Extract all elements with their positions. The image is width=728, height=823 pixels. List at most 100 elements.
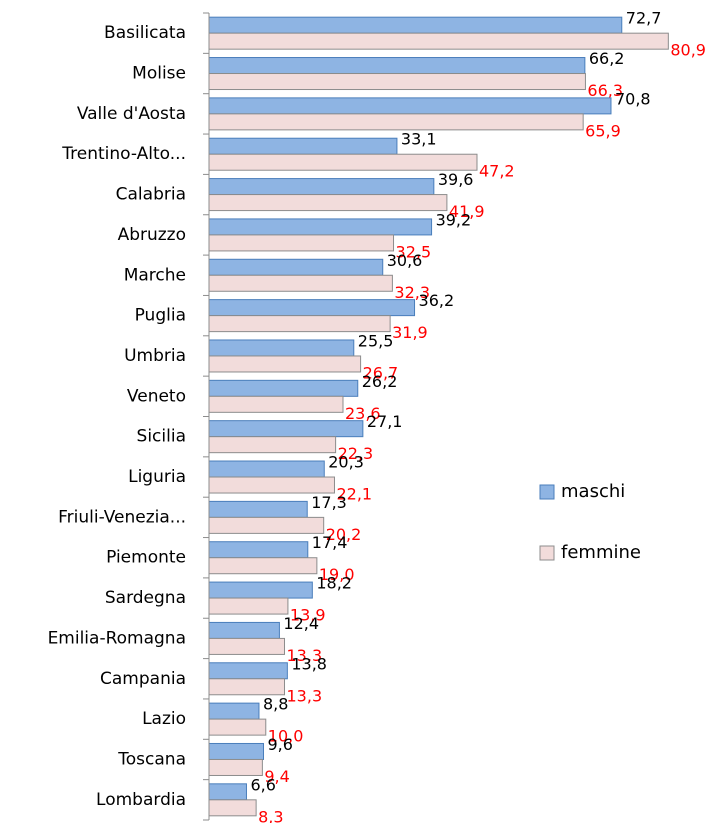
category-label: Molise	[132, 64, 186, 84]
value-label: 66,3	[587, 81, 623, 100]
value-label: 8,8	[263, 695, 288, 714]
legend-label: femmine	[561, 542, 641, 563]
category-label: Emilia-Romagna	[48, 628, 186, 648]
bar	[208, 395, 344, 413]
legend-swatch	[539, 545, 555, 561]
bar	[208, 742, 265, 760]
bar	[208, 57, 586, 75]
value-label: 41,9	[449, 202, 485, 221]
value-label: 13,8	[291, 654, 327, 673]
bar	[208, 339, 355, 357]
value-label: 66,2	[589, 49, 625, 68]
value-label: 26,7	[363, 363, 399, 382]
bar	[208, 97, 612, 115]
bar	[208, 73, 586, 91]
bar	[208, 783, 247, 801]
value-label: 8,3	[258, 807, 283, 823]
value-label: 23,6	[345, 404, 381, 423]
bar	[208, 32, 669, 50]
value-label: 26,2	[362, 372, 398, 391]
value-label: 22,1	[336, 485, 372, 504]
bar	[208, 379, 359, 397]
value-label: 80,9	[670, 41, 706, 60]
bar	[208, 557, 318, 575]
bar	[208, 194, 448, 212]
category-label: Sicilia	[137, 427, 186, 447]
value-label: 13,3	[287, 686, 323, 705]
value-label: 20,2	[326, 525, 362, 544]
bar	[208, 420, 364, 438]
bar	[208, 436, 337, 454]
category-label: Friuli-Venezia...	[58, 507, 186, 527]
value-label: 17,3	[311, 493, 347, 512]
value-label: 6,6	[250, 775, 275, 794]
bar	[208, 113, 584, 131]
bar	[208, 500, 308, 518]
bar	[208, 718, 267, 736]
bar	[208, 315, 391, 333]
category-label: Abruzzo	[118, 225, 186, 245]
value-label: 9,6	[268, 735, 293, 754]
category-label: Piemonte	[106, 548, 186, 568]
value-label: 72,7	[626, 9, 662, 28]
bar	[208, 355, 362, 373]
category-label: Lazio	[142, 709, 186, 729]
category-label: Toscana	[117, 749, 186, 769]
category-label: Umbria	[124, 346, 186, 366]
bar	[208, 153, 478, 171]
value-label: 65,9	[585, 121, 621, 140]
value-label: 39,2	[436, 210, 472, 229]
value-label: 13,9	[290, 606, 326, 625]
category-label: Trentino-Alto...	[61, 144, 186, 164]
value-label: 31,9	[392, 323, 428, 342]
value-label: 25,5	[358, 331, 394, 350]
bar	[208, 460, 325, 478]
value-label: 9,4	[264, 767, 289, 786]
bar	[208, 702, 260, 720]
value-label: 70,8	[615, 89, 651, 108]
value-label: 12,4	[283, 614, 319, 633]
bar	[208, 581, 313, 599]
bar	[208, 178, 435, 196]
category-label: Liguria	[128, 467, 186, 487]
legend-label: maschi	[561, 481, 625, 502]
value-label: 20,3	[328, 453, 364, 472]
value-label: 47,2	[479, 162, 515, 181]
bar	[208, 662, 288, 680]
bar	[208, 274, 393, 292]
value-label: 32,3	[394, 283, 430, 302]
bar	[208, 218, 433, 236]
category-label: Lombardia	[96, 790, 186, 810]
bar	[208, 541, 309, 559]
bar	[208, 758, 263, 776]
value-label: 13,3	[287, 646, 323, 665]
category-label: Campania	[100, 669, 186, 689]
bar	[208, 678, 286, 696]
category-label: Sardegna	[105, 588, 186, 608]
bar	[208, 258, 384, 276]
legend-swatch	[539, 484, 555, 500]
bar	[208, 137, 398, 155]
category-label: Basilicata	[104, 23, 186, 43]
bar	[208, 299, 416, 317]
bar	[208, 637, 286, 655]
value-label: 39,6	[438, 170, 474, 189]
value-label: 17,4	[312, 533, 348, 552]
value-label: 19,0	[319, 565, 355, 584]
bar	[208, 516, 325, 534]
category-label: Veneto	[127, 386, 186, 406]
value-label: 22,3	[338, 444, 374, 463]
category-label: Valle d'Aosta	[77, 104, 186, 124]
value-label: 33,1	[401, 130, 437, 149]
bar	[208, 476, 335, 494]
category-label: Calabria	[116, 185, 186, 205]
category-label: Puglia	[135, 306, 186, 326]
value-label: 36,2	[419, 291, 455, 310]
value-label: 18,2	[316, 574, 352, 593]
value-label: 30,6	[387, 251, 423, 270]
bar	[208, 234, 395, 252]
bar	[208, 16, 623, 34]
value-label: 10,0	[268, 727, 304, 746]
bar	[208, 621, 280, 639]
